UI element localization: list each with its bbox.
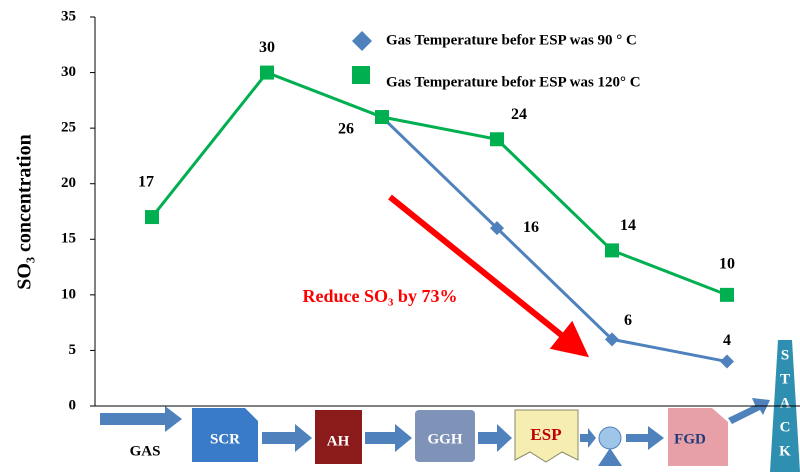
flow-label: SCR xyxy=(210,431,240,447)
y-tick-label: 0 xyxy=(69,397,77,413)
y-tick-label: 10 xyxy=(61,286,76,302)
flow-label: GGH xyxy=(427,431,462,447)
y-tick-label: 30 xyxy=(61,64,76,80)
flow-arrow xyxy=(262,424,312,452)
data-label: 14 xyxy=(620,217,636,234)
flow-label: K xyxy=(779,443,791,459)
flow-label: A xyxy=(780,395,791,411)
esp-box xyxy=(514,409,579,463)
data-label: 10 xyxy=(719,256,735,273)
data-label: 24 xyxy=(511,106,527,123)
flow-label: ESP xyxy=(530,425,561,444)
flow-label: GAS xyxy=(130,443,161,459)
y-tick-label: 20 xyxy=(61,175,76,191)
series-line xyxy=(150,70,728,297)
marker xyxy=(145,210,159,225)
marker xyxy=(605,332,619,347)
y-tick-label: 15 xyxy=(61,231,76,247)
annotation: Reduce SO₃ by 73% xyxy=(303,286,458,306)
pump-icon xyxy=(598,426,622,450)
flow-arrow xyxy=(626,426,664,450)
flow-arrow xyxy=(478,424,512,452)
flow-arrow xyxy=(728,398,770,424)
ah-box xyxy=(315,410,362,464)
y-tick-label: 35 xyxy=(61,8,76,24)
data-label: 4 xyxy=(723,332,731,349)
marker xyxy=(490,132,504,147)
data-label: 16 xyxy=(523,219,539,236)
marker xyxy=(720,287,734,302)
marker xyxy=(260,65,274,80)
fgd-box xyxy=(668,408,728,466)
process-flow xyxy=(100,340,800,472)
y-axis-title: SO₃ concentration xyxy=(14,134,36,289)
marker xyxy=(375,110,389,125)
marker xyxy=(720,354,734,369)
data-label: 26 xyxy=(338,121,354,138)
pump-base xyxy=(598,448,622,466)
legend-label: Gas Temperature befor ESP was 120° C xyxy=(386,74,641,90)
flow-label: AH xyxy=(327,433,350,449)
data-label: 17 xyxy=(138,174,154,191)
trend-arrow xyxy=(388,194,590,358)
data-label: 6 xyxy=(624,312,632,329)
flow-label: C xyxy=(780,419,791,435)
ggh-box xyxy=(415,410,475,462)
marker xyxy=(605,243,619,258)
y-tick-label: 25 xyxy=(61,120,76,136)
flow-label: T xyxy=(780,371,790,387)
flow-arrow xyxy=(100,406,182,432)
flow-arrow xyxy=(580,428,596,448)
legend-marker xyxy=(352,66,370,84)
scr-box xyxy=(192,408,258,462)
series-line xyxy=(380,115,728,364)
legend-marker xyxy=(352,31,372,51)
flow-label: S xyxy=(781,347,789,363)
data-label: 30 xyxy=(259,39,275,56)
y-tick-label: 5 xyxy=(69,342,77,358)
flow-arrow xyxy=(365,424,412,452)
flow-label: FGD xyxy=(674,431,706,447)
legend-label: Gas Temperature befor ESP was 90 ° C xyxy=(386,32,637,48)
marker xyxy=(490,221,504,236)
